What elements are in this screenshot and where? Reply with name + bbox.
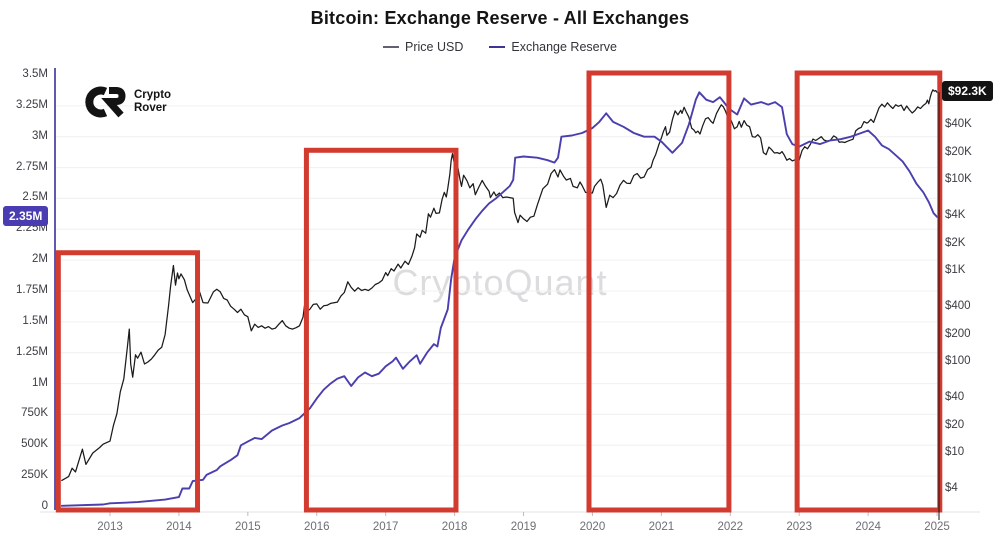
x-axis-tick: 2015 [235, 521, 261, 533]
series-exchange-reserve [60, 91, 938, 507]
reserve-line-icon [489, 46, 506, 48]
right-axis-tick: $200 [945, 327, 971, 340]
crypto-rover-logo: Crypto Rover [84, 84, 171, 120]
crypto-rover-logo-icon [85, 86, 126, 118]
x-axis-tick: 2017 [372, 521, 399, 533]
left-axis-tick: 3.25M [16, 98, 48, 111]
right-axis-tick: $1K [945, 264, 966, 276]
highlight-box-2 [303, 147, 459, 513]
left-axis-tick: 0 [41, 500, 48, 512]
right-axis-tick: $4K [945, 209, 966, 222]
left-axis-tick: 250K [21, 469, 48, 482]
left-axis-tick: 500K [21, 438, 48, 451]
highlight-box-1 [55, 250, 201, 513]
x-axis-tick: 2021 [648, 521, 675, 533]
left-axis-tick: 750K [21, 407, 48, 420]
x-axis-tick: 2013 [97, 521, 123, 533]
right-axis-tick: $4 [945, 482, 958, 495]
left-axis-tick: 2.5M [22, 191, 48, 204]
crypto-rover-logo-text: Crypto Rover [134, 89, 172, 114]
right-axis-tick: $2K [945, 236, 966, 249]
current-price-badge: $92.3K [942, 81, 993, 102]
x-axis-tick: 2014 [166, 521, 192, 533]
x-axis-tick: 2016 [303, 521, 330, 533]
left-axis-tick: 1.5M [22, 314, 48, 327]
price-line-icon [383, 46, 400, 48]
left-axis-tick: 3.5M [22, 67, 48, 80]
legend-item-reserve[interactable]: Exchange Reserve [489, 40, 617, 54]
x-axis-tick: 2024 [855, 521, 881, 533]
current-reserve-badge: 2.35M [3, 205, 49, 226]
right-axis-tick: $40 [945, 391, 965, 404]
legend-label-reserve: Exchange Reserve [511, 40, 617, 54]
right-axis-tick: $400 [945, 300, 971, 313]
x-axis-tick: 2018 [441, 521, 468, 533]
left-axis-tick: 1.75M [16, 283, 48, 296]
right-axis-tick: $40K [945, 118, 972, 131]
x-axis-tick: 2023 [786, 521, 812, 533]
left-axis-tick: 3M [32, 129, 48, 142]
right-axis-tick: $10K [945, 173, 972, 185]
x-axis-tick: 2019 [510, 521, 537, 533]
highlight-box-3 [586, 70, 732, 513]
right-axis-tick: $20 [945, 418, 965, 431]
x-axis-tick: 2022 [717, 521, 744, 533]
chart-title: Bitcoin: Exchange Reserve - All Exchange… [310, 8, 690, 28]
highlight-box-4 [794, 70, 943, 513]
legend-label-price: Price USD [405, 40, 464, 54]
right-axis-tick: $10 [945, 446, 965, 458]
x-axis-tick: 2025 [924, 521, 950, 533]
left-axis-tick: 1M [32, 376, 48, 389]
chart-legend: Price USD Exchange Reserve [0, 40, 1000, 54]
cryptoquant-watermark: CryptoQuant [392, 262, 608, 303]
legend-item-price[interactable]: Price USD [383, 40, 463, 54]
x-axis-tick: 2020 [579, 521, 606, 533]
series-price-usd [61, 89, 938, 482]
left-axis-tick: 2.75M [16, 160, 48, 173]
right-axis-tick: $100 [945, 355, 971, 367]
left-axis-tick: 1.25M [16, 345, 48, 358]
left-axis-tick: 2M [32, 253, 48, 266]
right-axis-tick: $20K [945, 145, 972, 158]
